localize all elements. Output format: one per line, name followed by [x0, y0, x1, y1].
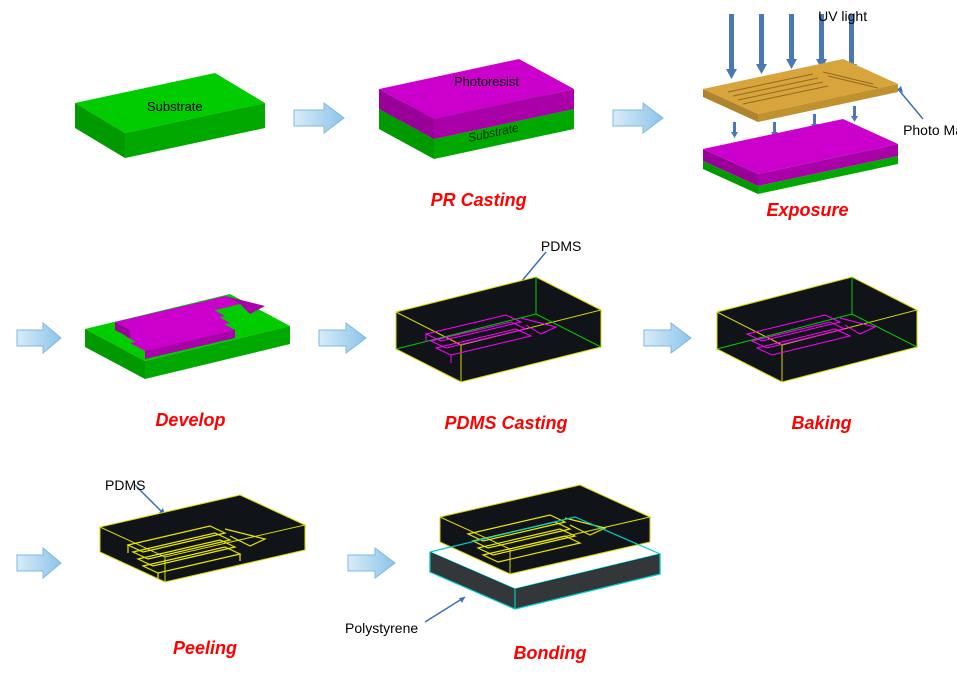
step-pr-casting: Photoresist Substrate PR Casting	[349, 24, 608, 211]
arrow-4	[316, 318, 371, 358]
step-peeling: PDMS Peeli	[65, 467, 345, 659]
row-1: Substrate Photoresist Substrate PR Casti…	[50, 10, 947, 225]
step-baking: Baking	[696, 242, 947, 434]
pdms-label: PDMS	[541, 238, 581, 254]
step-develop: Develop	[65, 244, 316, 431]
step-label-baking: Baking	[792, 413, 852, 434]
develop-block	[65, 244, 315, 404]
step-label-develop: Develop	[155, 410, 225, 431]
step-substrate: Substrate	[50, 43, 289, 193]
uv-light-label: UV light	[818, 8, 867, 24]
step-label-pr-casting: PR Casting	[431, 190, 527, 211]
step-pdms-casting: PDMS	[371, 242, 641, 434]
pdms2-label: PDMS	[105, 477, 145, 493]
row-2: Develop PDMS	[10, 225, 947, 450]
bonding-block	[405, 462, 695, 637]
photoresist-label: Photoresist	[454, 74, 519, 89]
step-label-peeling: Peeling	[173, 638, 237, 659]
arrow-1	[289, 98, 349, 138]
step-label-bonding: Bonding	[514, 643, 587, 664]
polystyrene-label: Polystyrene	[345, 620, 418, 636]
photo-mask-label: Photo Mask	[903, 122, 957, 138]
arrow-6	[15, 543, 65, 583]
exposure-block	[673, 14, 943, 194]
arrow-5	[641, 318, 696, 358]
pdms-casting-block	[371, 242, 641, 407]
arrow-3	[15, 318, 65, 358]
row-3: PDMS Peeli	[10, 450, 947, 675]
step-label-exposure: Exposure	[767, 200, 849, 221]
substrate-block: Substrate	[55, 43, 285, 193]
step-exposure: UV light	[668, 14, 947, 221]
step-bonding: Polystyrene Bonding	[400, 462, 700, 664]
substrate-label: Substrate	[147, 99, 203, 114]
step-label-pdms-casting: PDMS Casting	[445, 413, 568, 434]
baking-block	[697, 242, 947, 407]
arrow-7	[345, 543, 400, 583]
pr-casting-block: Photoresist Substrate	[359, 24, 599, 184]
arrow-2	[608, 98, 668, 138]
